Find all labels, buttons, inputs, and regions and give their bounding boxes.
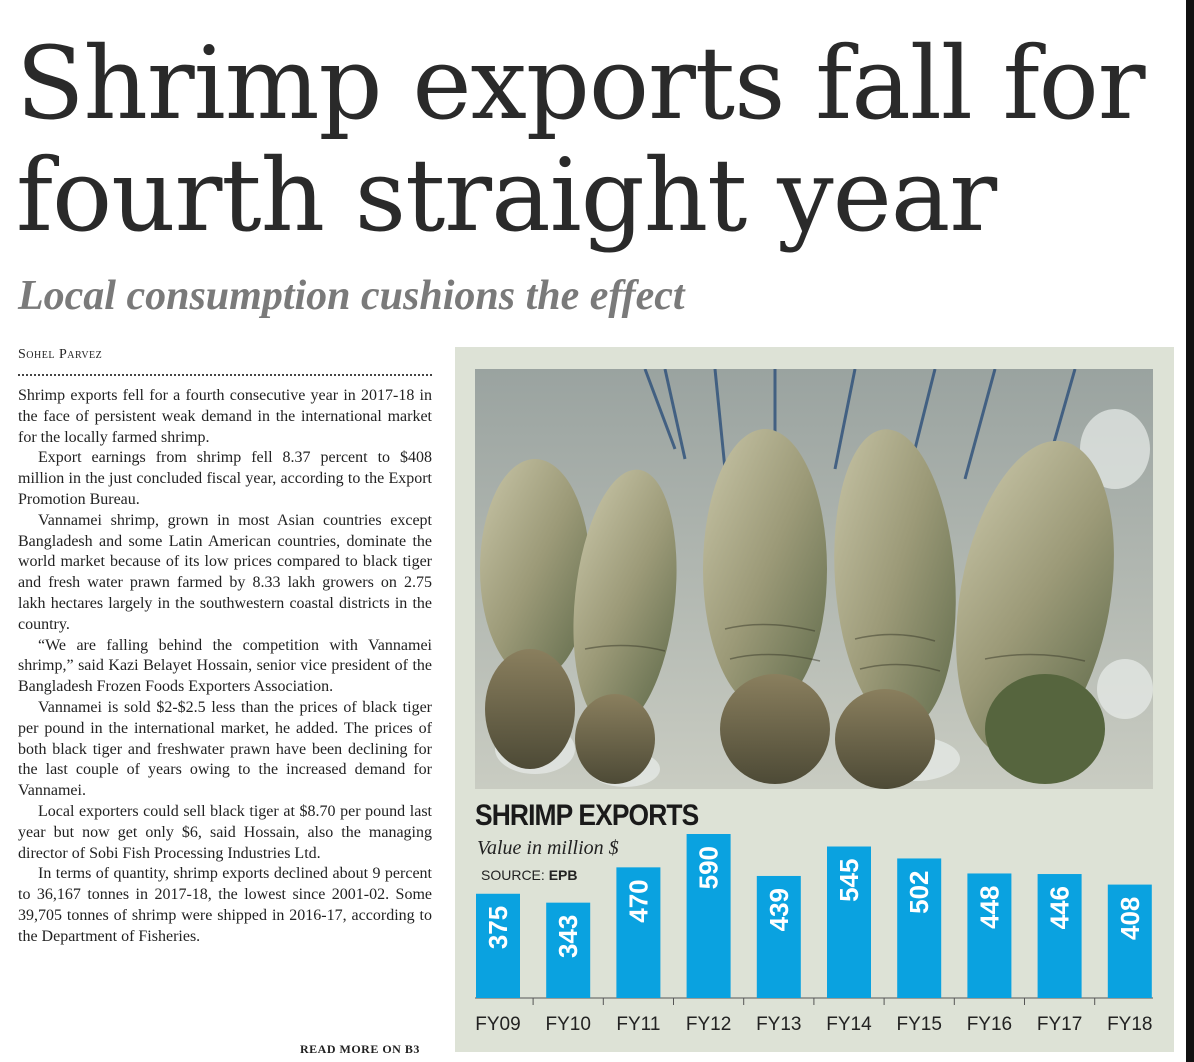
x-tick-label: FY17 (1037, 1014, 1082, 1035)
bar-value-label: 502 (904, 870, 934, 913)
x-tick-label: FY12 (686, 1014, 731, 1035)
article-paragraph: Export earnings from shrimp fell 8.37 pe… (18, 448, 432, 510)
article-paragraph: Local exporters could sell black tiger a… (18, 802, 432, 864)
x-tick-label: FY09 (475, 1014, 520, 1035)
x-tick-label: FY18 (1107, 1014, 1152, 1035)
x-tick-label: FY11 (616, 1014, 660, 1035)
x-tick-label: FY10 (545, 1014, 590, 1035)
article-paragraph: Vannamei shrimp, grown in most Asian cou… (18, 511, 432, 636)
bar-value-label: 446 (1045, 886, 1075, 929)
headline: Shrimp exports fall for fourth straight … (16, 28, 1166, 252)
infographic-panel: SHRIMP EXPORTS Value in million $ SOURCE… (455, 347, 1174, 1052)
byline-divider (18, 374, 432, 376)
article-paragraph: Shrimp exports fell for a fourth consecu… (18, 386, 432, 448)
bar-value-label: 439 (764, 888, 794, 931)
bar-value-label: 470 (623, 879, 653, 922)
x-tick-label: FY16 (967, 1014, 1012, 1035)
bar-value-label: 375 (483, 906, 513, 949)
article-body: Shrimp exports fell for a fourth consecu… (18, 386, 432, 948)
x-tick-label: FY14 (826, 1014, 872, 1035)
article-paragraph: “We are falling behind the competition w… (18, 636, 432, 698)
read-more-link[interactable]: READ MORE ON B3 (300, 1042, 420, 1057)
article-paragraph: Vannamei is sold $2-$2.5 less than the p… (18, 698, 432, 802)
article-paragraph: In terms of quantity, shrimp exports dec… (18, 864, 432, 947)
subheadline: Local consumption cushions the effect (18, 272, 685, 320)
bar-value-label: 408 (1115, 897, 1145, 940)
shrimp-exports-chart: 375 FY09 343 FY10 470 FY11 590 FY12 439 FY13 545 FY… (455, 347, 1174, 1052)
bar-value-label: 343 (553, 915, 583, 958)
bar-value-label: 545 (834, 859, 864, 902)
x-tick-label: FY13 (756, 1014, 801, 1035)
byline: Sohel Parvez (18, 347, 102, 363)
x-tick-label: FY15 (896, 1014, 941, 1035)
bar-value-label: 448 (974, 885, 1004, 928)
page-edge (1186, 0, 1194, 1062)
bar-value-label: 590 (694, 846, 724, 889)
